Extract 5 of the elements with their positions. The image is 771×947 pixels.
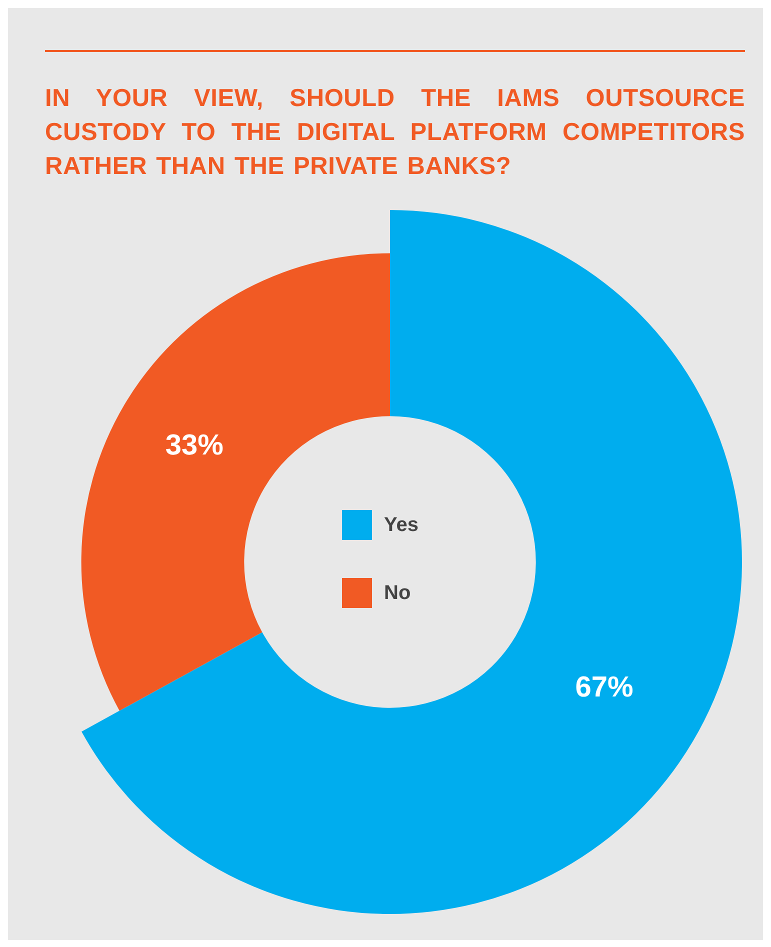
data-label: 67%: [575, 672, 634, 704]
legend-label: No: [384, 582, 411, 604]
chart-title: IN YOUR VIEW, SHOULD THE IAMS OUTSOURCE CUSTODY TO THE DIGITAL PLATFORM COMPETITORS RATHER THAN THE PRIVATE BANKS?: [45, 84, 745, 182]
data-label: 33%: [165, 429, 224, 462]
legend-label: Yes: [384, 514, 418, 536]
